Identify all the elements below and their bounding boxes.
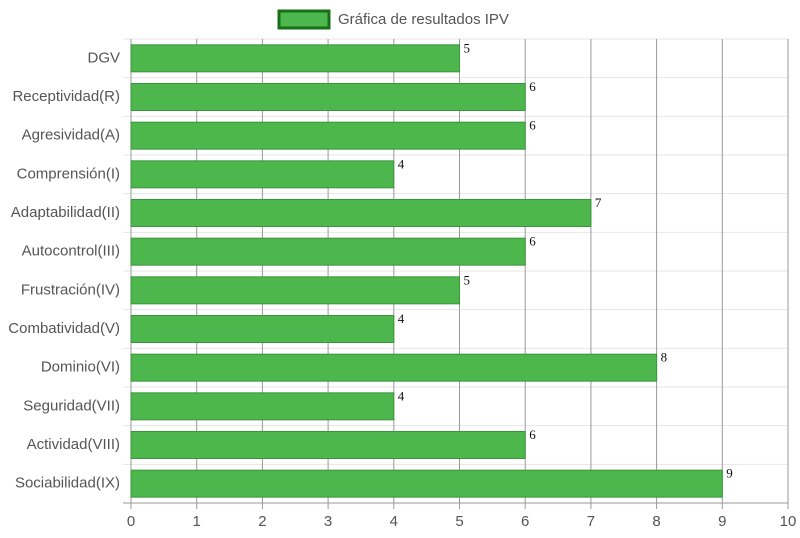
value-label: 5 [464,272,471,287]
bar [130,392,395,421]
y-tick-label: Sociabilidad(IX) [15,475,120,492]
x-tick-label: 7 [587,513,595,530]
y-tick-label: DGV [87,49,120,66]
bar [130,469,723,498]
x-tick-label: 8 [652,513,660,530]
bar [130,353,658,382]
x-tick-label: 4 [390,513,398,530]
value-label: 6 [529,79,536,94]
y-tick-label: Agresividad(A) [22,127,120,144]
y-tick-label: Combatividad(V) [8,320,120,337]
bar [130,83,526,111]
legend-label: Gráfica de resultados IPV [338,11,509,28]
x-tick-label: 1 [193,513,201,530]
value-label: 7 [595,195,602,210]
legend-swatch [277,9,331,30]
x-tick-label: 10 [780,513,797,530]
y-tick-label: Frustración(IV) [21,281,120,298]
value-label: 8 [661,350,668,365]
bar [130,121,526,150]
y-tick-label: Comprensión(I) [17,165,120,182]
y-tick-label: Adaptabilidad(II) [11,204,120,221]
y-tick-label: Dominio(VI) [41,359,120,376]
bar [130,315,395,343]
x-tick-label: 6 [521,513,529,530]
x-tick-label: 3 [324,513,332,530]
value-label: 5 [464,40,471,55]
bar [130,431,526,459]
bar [130,276,460,305]
value-label: 6 [529,118,536,133]
bar [130,160,395,189]
value-label: 9 [726,466,733,481]
x-tick-label: 5 [455,513,463,530]
value-label: 6 [529,234,536,249]
y-tick-label: Receptividad(R) [12,88,120,105]
y-tick-label: Seguridad(VII) [23,397,120,414]
value-label: 4 [398,156,405,171]
x-tick-label: 9 [718,513,726,530]
y-tick-label: Actividad(VIII) [27,436,120,453]
bar [130,237,526,266]
x-tick-label: 0 [127,513,135,530]
bar [130,44,460,73]
bar [130,199,592,227]
y-tick-label: Autocontrol(III) [22,243,120,260]
x-tick-label: 2 [258,513,266,530]
value-label: 4 [398,311,405,326]
value-label: 4 [398,388,405,403]
value-label: 6 [529,427,536,442]
